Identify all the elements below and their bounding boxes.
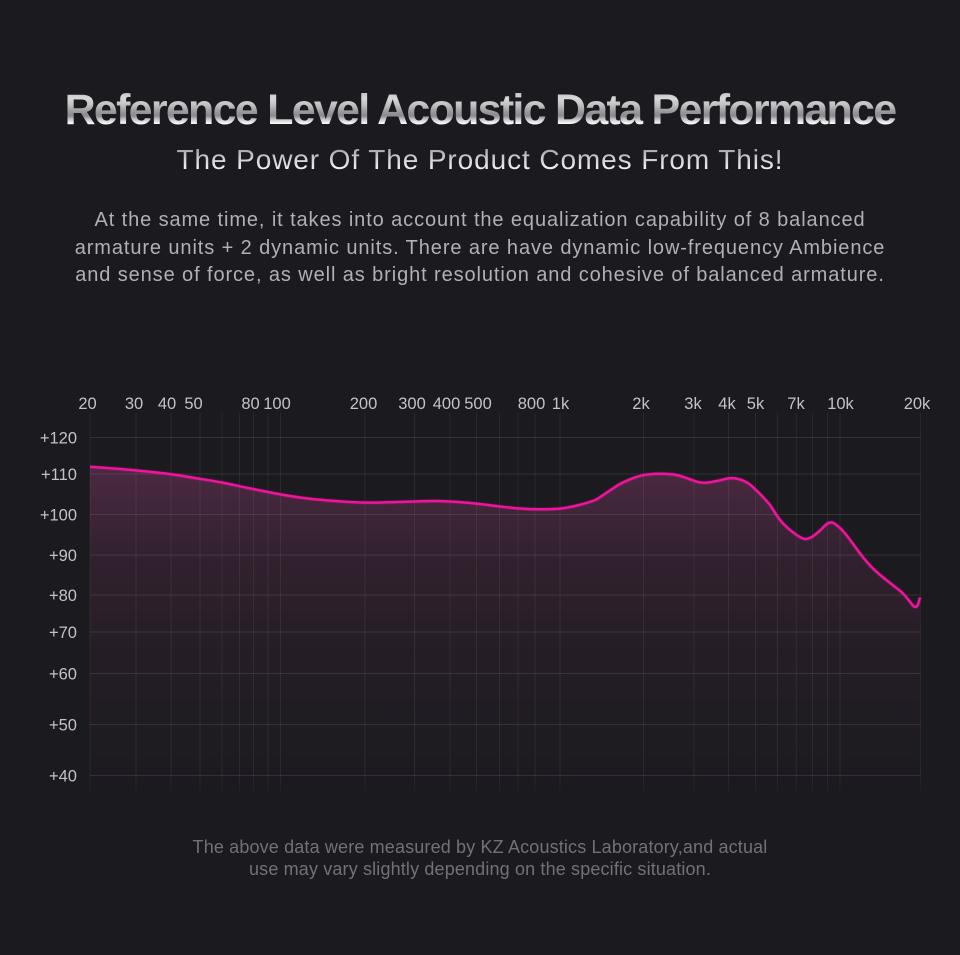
svg-text:+120: +120: [40, 430, 77, 448]
svg-text:40: 40: [158, 395, 176, 413]
svg-text:+100: +100: [40, 507, 77, 525]
svg-text:5k: 5k: [747, 395, 765, 413]
svg-text:20: 20: [78, 395, 96, 413]
svg-text:4k: 4k: [718, 395, 736, 413]
svg-text:+90: +90: [49, 547, 77, 565]
svg-text:100: 100: [263, 395, 291, 413]
svg-text:50: 50: [184, 395, 202, 413]
svg-text:300: 300: [398, 395, 426, 413]
svg-text:+110: +110: [41, 466, 77, 484]
svg-text:20k: 20k: [904, 395, 931, 413]
svg-text:2k: 2k: [632, 395, 650, 413]
svg-text:400: 400: [433, 395, 461, 413]
svg-text:+40: +40: [49, 768, 77, 786]
svg-text:+80: +80: [49, 587, 77, 605]
svg-text:+50: +50: [49, 717, 77, 735]
svg-text:10k: 10k: [827, 395, 854, 413]
svg-text:7k: 7k: [787, 395, 805, 413]
svg-text:+70: +70: [49, 624, 77, 642]
svg-text:3k: 3k: [684, 395, 702, 413]
svg-text:500: 500: [464, 395, 492, 413]
svg-text:800: 800: [518, 395, 546, 413]
svg-text:30: 30: [125, 395, 143, 413]
svg-text:200: 200: [350, 395, 378, 413]
svg-text:80: 80: [241, 395, 259, 413]
svg-text:+60: +60: [49, 666, 77, 684]
svg-text:1k: 1k: [552, 395, 570, 413]
